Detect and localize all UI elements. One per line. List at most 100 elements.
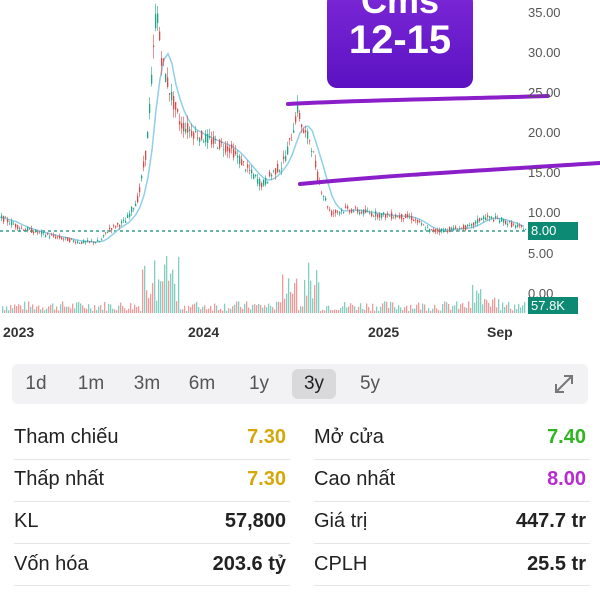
volume-bar (76, 302, 78, 313)
candle-body (281, 167, 283, 169)
candle-body (159, 31, 161, 41)
current-price-tag: 8.00 (528, 222, 578, 240)
volume-bar (184, 305, 186, 313)
candle-body (73, 240, 75, 242)
volume-bar (466, 307, 468, 313)
candle-body (251, 169, 253, 174)
candle-body (55, 236, 57, 239)
candle-body (221, 141, 223, 143)
volume-bar (264, 305, 266, 313)
volume-bar (160, 281, 162, 313)
candle-body (229, 148, 231, 153)
volume-bar (46, 308, 48, 313)
candle-body (435, 229, 437, 232)
candle-body (35, 229, 37, 233)
stat-value-shares: 25.5 tr (527, 553, 586, 575)
candle-body (203, 141, 205, 143)
candle-body (71, 238, 73, 240)
candle-body (481, 218, 483, 221)
volume-bar (110, 304, 112, 313)
candle-body (295, 116, 297, 123)
x-tick-label: 2025 (368, 324, 400, 340)
volume-bar (256, 305, 258, 313)
candle-body (217, 148, 219, 149)
chart-canvas[interactable] (0, 0, 600, 318)
stat-value-volume: 57,800 (224, 510, 286, 532)
volume-bar (456, 301, 458, 313)
volume-bar (364, 309, 366, 313)
volume-bar (66, 306, 68, 313)
volume-bar (506, 304, 508, 313)
volume-bar (32, 304, 34, 313)
period-1y-button[interactable]: 1y (248, 373, 270, 394)
period-1d-button[interactable]: 1d (25, 373, 47, 394)
candle-body (345, 206, 347, 208)
candle-body (97, 239, 99, 242)
period-5y-button[interactable]: 5y (359, 373, 381, 394)
period-3m-button[interactable]: 3m (133, 373, 161, 394)
expand-icon[interactable] (550, 370, 578, 398)
candle-body (57, 236, 59, 238)
period-1m-button[interactable]: 1m (77, 373, 105, 394)
candle-body (161, 57, 163, 66)
volume-bar (88, 304, 90, 313)
volume-bar (414, 308, 416, 313)
volume-bar (40, 309, 42, 313)
volume-bar (362, 308, 364, 313)
volume-bar (434, 304, 436, 313)
stat-value-open: 7.40 (547, 426, 586, 448)
candle-body (145, 150, 147, 160)
candle-body (81, 241, 83, 244)
volume-bar (310, 280, 312, 313)
volume-bar (132, 309, 134, 313)
volume-bar (398, 305, 400, 313)
candle-body (339, 211, 341, 214)
volume-bar (10, 305, 12, 313)
volume-bar (314, 285, 316, 313)
volume-bar (130, 303, 132, 313)
price-chart[interactable]: 35.00 30.00 25.00 20.00 15.00 10.00 5.00… (0, 0, 600, 318)
stat-label-open: Mở cửa (314, 426, 384, 448)
volume-bar (150, 293, 152, 313)
volume-bar (378, 310, 380, 313)
volume-bar (166, 256, 168, 313)
candle-body (209, 136, 211, 138)
candle-body (129, 213, 131, 217)
candle-body (261, 183, 263, 188)
candle-body (61, 237, 63, 240)
candle-body (51, 234, 53, 236)
volume-bar (152, 283, 154, 313)
volume-bar (70, 308, 72, 313)
period-6m-button[interactable]: 6m (188, 373, 216, 394)
candle-body (21, 227, 23, 229)
volume-bar (512, 310, 514, 313)
volume-bar (402, 310, 404, 313)
candle-body (263, 180, 265, 186)
candle-body (299, 112, 301, 119)
volume-bar (82, 305, 84, 313)
candle-body (67, 237, 69, 241)
volume-bar (272, 307, 274, 313)
candle-body (93, 241, 95, 243)
candle-body (29, 228, 31, 230)
stat-label-value: Giá trị (314, 510, 368, 532)
period-3y-button[interactable]: 3y (292, 369, 336, 399)
candle-body (141, 175, 143, 179)
volume-bar (406, 305, 408, 313)
y-tick-label: 35.00 (528, 5, 561, 20)
volume-bar (176, 301, 178, 313)
candle-body (357, 209, 359, 213)
volume-bar (222, 310, 224, 313)
volume-bar (146, 290, 148, 313)
candle-body (151, 74, 153, 84)
candle-body (447, 231, 449, 232)
candle-body (391, 212, 393, 219)
candle-body (403, 218, 405, 220)
candle-body (231, 144, 233, 149)
volume-bar (342, 306, 344, 313)
candle-body (189, 129, 191, 132)
candle-body (273, 170, 275, 172)
volume-bar (12, 308, 14, 313)
candle-body (197, 137, 199, 139)
candle-body (323, 196, 325, 197)
